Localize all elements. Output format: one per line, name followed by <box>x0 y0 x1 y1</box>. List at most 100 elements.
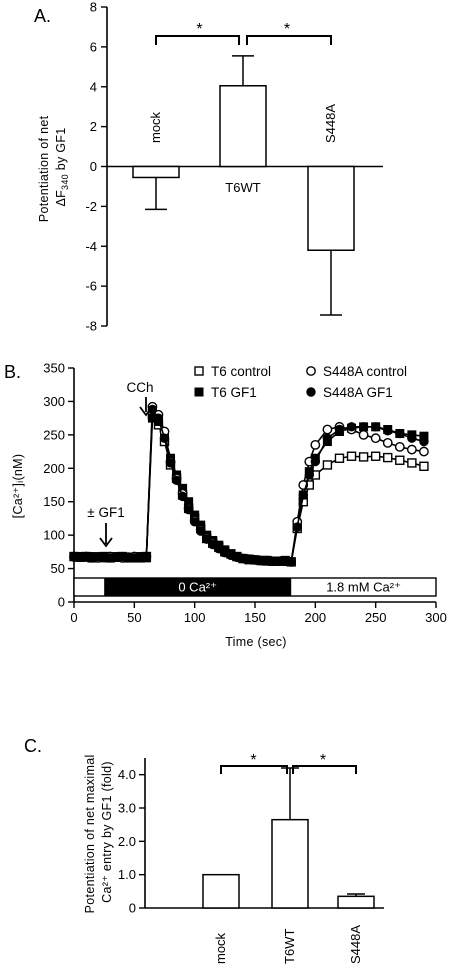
panel-b-xtick-label: 50 <box>127 610 141 625</box>
panel-a-ytick-label: -2 <box>85 199 97 214</box>
panel-b-point <box>310 456 321 467</box>
panel-c-bar <box>337 895 375 909</box>
panel-b-ylabel: [Ca²⁺]ᵢ(nM) <box>11 454 25 519</box>
panel-c-ytick-label: 0 <box>129 901 136 916</box>
panel-b: B. [Ca²⁺]ᵢ(nM) Time (sec) 0 50 100 150 200 25… <box>4 361 447 650</box>
panel-b-point <box>394 441 405 452</box>
panel-b-point <box>202 534 212 544</box>
panel-c-ytick-label: 2.0 <box>118 834 136 849</box>
panel-b-point <box>346 422 357 432</box>
panel-b-legend-label: T6 control <box>211 364 271 379</box>
panel-b-point <box>358 429 369 440</box>
panel-b-point <box>358 452 369 462</box>
panel-b-ytick-label: 200 <box>43 461 65 476</box>
panel-b-point <box>306 366 316 376</box>
panel-b-gf1-arrowhead <box>99 537 113 548</box>
panel-b-ytick-label: 300 <box>43 394 65 409</box>
panel-a-label: A. <box>34 6 51 26</box>
panel-b-point <box>183 505 194 515</box>
panel-b-point <box>196 526 206 536</box>
panel-b-point <box>383 426 393 436</box>
panel-b-ytick-label: 0 <box>58 595 65 610</box>
panel-b-point <box>395 428 405 439</box>
panel-b-zero-ca-label: 0 Ca²⁺ <box>178 580 217 595</box>
panel-b-point <box>304 470 314 480</box>
panel-b-point <box>334 453 345 463</box>
panel-c-star-2: * <box>320 752 326 769</box>
panel-c-bracket-2 <box>292 765 357 774</box>
panel-a-ytick-label: 8 <box>90 0 97 15</box>
panel-a: A. Potentiation of net ΔF340 by GF1 -8 -6… <box>34 0 383 334</box>
panel-c: C. Potentiation of net maximal Ca²⁺ entr… <box>24 736 384 964</box>
panel-b-series-line <box>73 407 425 563</box>
panel-b-point <box>298 490 308 500</box>
panel-b-legend-entry: T6 control <box>194 364 271 379</box>
panel-b-ytick-label: 100 <box>43 528 65 543</box>
panel-b-cch-arrowhead <box>139 406 153 417</box>
panel-b-xtick-label: 250 <box>365 610 387 625</box>
panel-a-ylabel: Potentiation of net ΔF340 by GF1 <box>37 112 70 222</box>
panel-b-gf1-label: ± GF1 <box>87 505 124 520</box>
panel-b-xtick-label: 300 <box>425 610 447 625</box>
panel-b-point <box>141 551 152 562</box>
panel-b-point <box>189 517 200 527</box>
panel-b-ytick-label: 250 <box>43 427 65 442</box>
panel-b-point <box>194 366 204 376</box>
panel-b-legend-label: S448A control <box>323 364 407 379</box>
panel-b-point <box>370 422 381 432</box>
panel-b-xtick-label: 100 <box>184 610 206 625</box>
panel-b-point <box>310 439 321 450</box>
panel-a-ytick-label: -6 <box>85 279 97 294</box>
panel-c-star-1: * <box>250 752 256 769</box>
panel-b-point <box>406 444 417 455</box>
panel-b-point <box>382 437 393 448</box>
panel-b-point <box>370 451 381 461</box>
panel-b-xtick-label: 0 <box>70 610 77 625</box>
panel-b-point <box>153 413 164 423</box>
panel-a-bracket-1 <box>155 35 240 45</box>
panel-a-ytick-label: 6 <box>90 39 97 54</box>
panel-b-point <box>177 491 188 502</box>
panel-a-cat-mock: mock <box>148 111 163 143</box>
panel-b-point <box>346 451 357 461</box>
panel-b-point <box>147 404 158 415</box>
panel-b-point <box>383 452 393 463</box>
panel-a-star-1: * <box>196 21 202 38</box>
panel-b-point <box>334 424 345 435</box>
panel-c-ytick-label: 3.0 <box>118 801 136 816</box>
panel-a-ytick-label: 2 <box>90 119 97 134</box>
panel-b-point <box>419 461 429 471</box>
panel-b-point <box>322 424 333 435</box>
panel-b-ytick-label: 150 <box>43 494 65 509</box>
panel-b-point <box>165 458 176 468</box>
panel-c-bracket-1 <box>220 765 288 774</box>
panel-a-ytick-label: 4 <box>90 79 97 94</box>
panel-b-point <box>159 433 170 443</box>
panel-b-ytick-label: 50 <box>51 561 65 576</box>
panel-b-point <box>292 522 302 532</box>
panel-b-high-ca-label: 1.8 mM Ca²⁺ <box>326 580 401 595</box>
panel-b-point <box>407 433 417 443</box>
panel-b-point <box>322 460 333 470</box>
panel-c-ytick-label: 4.0 <box>118 767 136 782</box>
panel-b-point <box>358 422 369 432</box>
panel-c-label: C. <box>24 736 42 756</box>
panel-a-cat-t6wt: T6WT <box>225 180 260 195</box>
panel-c-bar <box>271 818 309 909</box>
panel-b-series <box>69 404 429 567</box>
panel-a-cat-s448a: S448A <box>323 104 338 143</box>
panel-b-point <box>370 433 381 444</box>
panel-c-cat-label: T6WT <box>282 929 297 964</box>
panel-a-ytick-label: 0 <box>90 159 97 174</box>
panel-b-legend-label: T6 GF1 <box>211 385 257 400</box>
panel-b-point <box>419 436 429 447</box>
panel-b-xtick-label: 150 <box>244 610 266 625</box>
panel-b-point <box>171 475 182 486</box>
panel-b-point <box>322 433 333 443</box>
panel-b-legend-label: S448A GF1 <box>323 385 393 400</box>
panel-b-point <box>407 458 417 468</box>
panel-c-cat-label: mock <box>213 932 228 964</box>
panel-b-point <box>395 455 405 465</box>
panel-c-ytick-label: 1.0 <box>118 867 136 882</box>
